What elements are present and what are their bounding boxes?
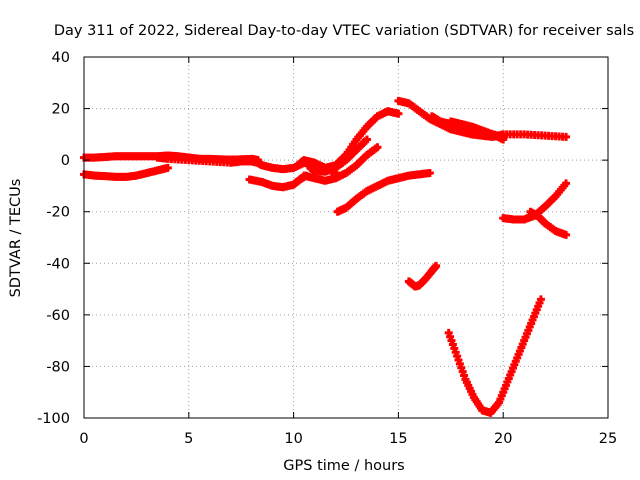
- x-tick-label: 20: [494, 431, 512, 447]
- x-tick-label: 10: [284, 431, 302, 447]
- data-point: [394, 109, 403, 118]
- y-tick-label: -100: [37, 411, 70, 427]
- y-tick-label: 40: [52, 50, 70, 66]
- data-points: [80, 96, 571, 417]
- grid-lines: [84, 57, 608, 418]
- data-series: [80, 163, 172, 181]
- plot-frame: [83, 56, 609, 419]
- x-tick-label: 15: [389, 431, 407, 447]
- data-point: [562, 179, 571, 188]
- data-series: [245, 171, 311, 192]
- y-axis-label: SDTVAR / TECUs: [8, 179, 24, 298]
- data-series: [526, 207, 571, 239]
- y-tick-label: 0: [61, 153, 70, 169]
- data-point: [432, 261, 441, 270]
- data-point: [562, 230, 571, 239]
- x-tick-label: 25: [599, 431, 617, 447]
- y-tick-label: -60: [46, 308, 70, 324]
- y-tick-label: -80: [46, 359, 70, 375]
- x-tick-label: 5: [184, 431, 193, 447]
- axis-ticks: 0 5 10 15 20 25 -100 -80 -60 -40 -20 0 20 40: [37, 50, 617, 447]
- data-series: [300, 143, 382, 185]
- data-series: [333, 169, 434, 216]
- data-point: [362, 135, 371, 144]
- data-point: [536, 295, 545, 304]
- data-point: [562, 132, 571, 141]
- x-tick-label: 0: [79, 431, 88, 447]
- data-point: [163, 163, 172, 172]
- data-series: [306, 135, 371, 176]
- x-axis-label: GPS time / hours: [283, 458, 404, 474]
- data-series: [446, 117, 508, 144]
- data-point: [499, 135, 508, 144]
- data-series: [444, 295, 545, 417]
- chart-title: Day 311 of 2022, Sidereal Day-to-day VTE…: [54, 23, 634, 39]
- data-point: [373, 143, 382, 152]
- y-tick-label: -40: [46, 256, 70, 272]
- data-point: [425, 169, 434, 178]
- y-tick-label: -20: [46, 205, 70, 221]
- data-series: [404, 261, 441, 291]
- y-tick-label: 20: [52, 102, 70, 118]
